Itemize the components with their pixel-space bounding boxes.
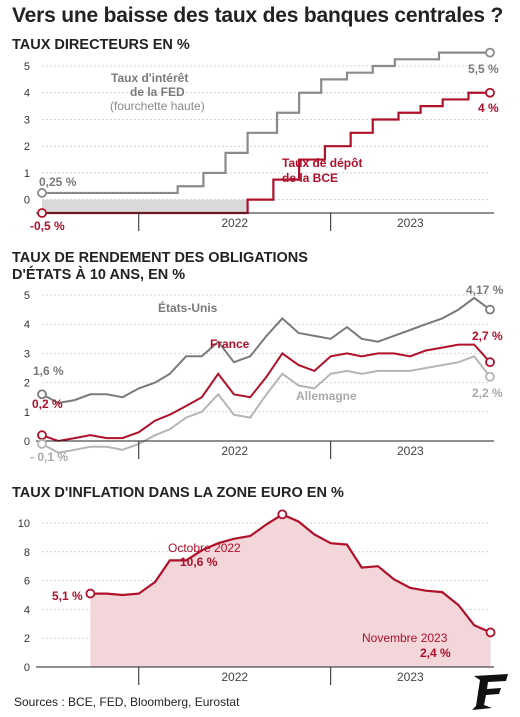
ecb-end-label: 4 % <box>478 101 499 115</box>
y-tick-label: 2 <box>24 633 30 645</box>
y-tick-label: 1 <box>24 407 30 419</box>
fed-series-label-2: de la FED <box>130 85 185 99</box>
ecb-end-marker <box>485 87 495 98</box>
france-yield-line <box>41 343 491 443</box>
y-tick-label: 1 <box>24 168 30 180</box>
y-tick-label: 2 <box>24 378 30 390</box>
us-yield-line <box>41 296 491 405</box>
x-tick-label: 2022 <box>221 444 248 458</box>
y-tick-label: 0 <box>24 436 30 448</box>
inflation-peak-marker <box>277 509 288 520</box>
c2-end-markers <box>37 304 495 449</box>
us-start-label: 1,6 % <box>33 364 64 378</box>
c2-x-ticks: 2022 2023 <box>138 441 424 459</box>
y-tick-label: 2 <box>24 141 30 153</box>
c1-y-ticks: 0 1 2 3 4 5 <box>24 61 30 207</box>
c3-y-ticks: 0 2 4 6 8 10 <box>18 518 30 674</box>
fed-end-marker <box>485 47 495 58</box>
ecb-series-label-2: de la BCE <box>282 171 338 185</box>
y-tick-label: 8 <box>24 547 30 559</box>
end-marker <box>485 304 495 315</box>
start-marker <box>37 439 47 449</box>
y-tick-label: 0 <box>24 195 30 207</box>
x-tick-label: 2023 <box>397 670 424 684</box>
y-tick-label: 3 <box>24 348 30 360</box>
sources: Sources : BCE, FED, Bloomberg, Eurostat <box>14 695 240 709</box>
c3-x-ticks: 2022 2023 <box>138 667 424 685</box>
france-start-label: 0,2 % <box>32 397 63 411</box>
le-figaro-logo <box>472 674 508 710</box>
fed-series-note: (fourchette haute) <box>110 99 205 113</box>
inflation-start-marker <box>85 588 96 599</box>
bond-yields-chart: 0 1 2 3 4 5 2022 2023 1,6 % 4,17 % 0,2 % 2,7 %… <box>24 283 504 464</box>
france-end-label: 2,7 % <box>472 329 503 343</box>
ecb-start-marker <box>37 208 47 218</box>
germany-yield-line <box>41 355 491 454</box>
ecb-start-label: -0,5 % <box>30 219 65 233</box>
chart1-title: TAUX DIRECTEURS EN % <box>12 37 190 53</box>
y-tick-label: 0 <box>24 662 30 674</box>
c2-y-ticks: 0 1 2 3 4 5 <box>24 290 30 448</box>
c1-x-ticks: 2022 2023 <box>138 213 424 231</box>
germany-start-label: - 0,1 % <box>30 450 68 464</box>
y-tick-label: 4 <box>24 88 30 100</box>
inflation-end-marker <box>485 627 496 638</box>
inflation-chart: 0 2 4 6 8 10 2022 2023 5,1 % Octobre 2022 10,6… <box>18 509 496 685</box>
germany-end-label: 2,2 % <box>472 386 503 400</box>
inflation-end-value: 2,4 % <box>420 646 451 660</box>
start-marker <box>37 389 47 400</box>
inflation-start-label: 5,1 % <box>52 589 83 603</box>
chart3-title: TAUX D'INFLATION DANS LA ZONE EURO EN % <box>12 485 344 501</box>
x-tick-label: 2023 <box>397 444 424 458</box>
y-tick-label: 5 <box>24 61 30 73</box>
y-tick-label: 6 <box>24 576 30 588</box>
us-end-label: 4,17 % <box>466 283 504 297</box>
inflation-peak-value: 10,6 % <box>180 555 218 569</box>
inflation-line <box>90 513 491 634</box>
us-series-label: États-Unis <box>158 300 218 315</box>
y-tick-label: 4 <box>24 319 30 331</box>
y-tick-label: 4 <box>24 604 30 616</box>
x-tick-label: 2022 <box>221 670 248 684</box>
y-tick-label: 3 <box>24 114 30 126</box>
fed-end-label: 5,5 % <box>468 62 499 76</box>
x-tick-label: 2023 <box>397 216 424 230</box>
france-series-label: France <box>210 337 250 351</box>
inflation-end-date: Novembre 2023 <box>362 631 448 645</box>
y-tick-label: 5 <box>24 290 30 302</box>
ecb-rate-line <box>42 91 490 215</box>
y-tick-label: 10 <box>18 518 30 530</box>
page-title: Vers une baisse des taux des banques cen… <box>12 4 504 27</box>
ecb-series-label-1: Taux de dépôt <box>282 156 362 170</box>
chart2-title: TAUX DE RENDEMENT DES OBLIGATIONS D'ÉTATS… <box>12 250 308 283</box>
fed-start-label: 0,25 % <box>39 175 77 189</box>
fed-start-marker <box>37 188 47 198</box>
ecb-negative-area <box>42 199 248 213</box>
inflation-area <box>90 514 491 667</box>
end-marker <box>485 357 495 368</box>
fed-rate-line <box>42 51 490 195</box>
x-tick-label: 2022 <box>221 216 248 230</box>
end-marker <box>485 371 495 382</box>
germany-series-label: Allemagne <box>296 389 357 403</box>
inflation-peak-date: Octobre 2022 <box>168 541 241 555</box>
fed-series-label-1: Taux d'intérêt <box>111 71 188 85</box>
